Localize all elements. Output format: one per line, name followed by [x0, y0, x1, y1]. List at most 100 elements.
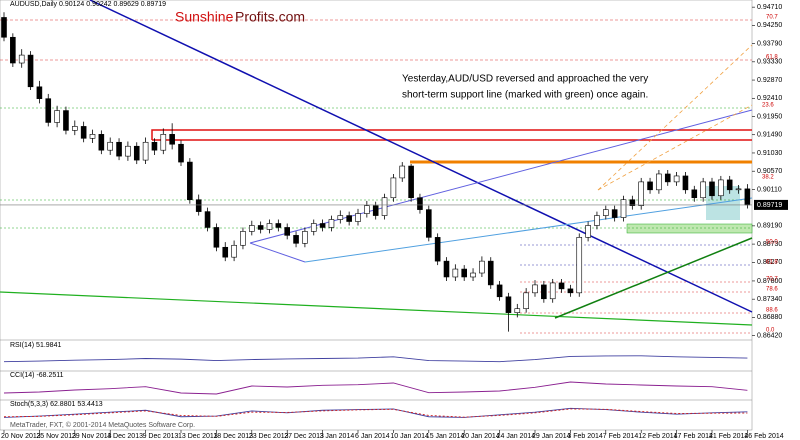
- annotation: Yesterday,AUD/USD reversed and approache…: [402, 74, 648, 85]
- candle-body: [302, 231, 308, 244]
- x-tick-label: 4 Dec 2013: [107, 433, 143, 440]
- x-tick-label: 18 Dec 2013: [213, 433, 253, 440]
- candle-body: [89, 134, 96, 139]
- y-tick-label: 0.92410: [757, 95, 782, 102]
- candle-body: [567, 288, 574, 294]
- x-tick-label: 27 Dec 2013: [284, 433, 324, 440]
- x-tick-label: 26 Feb 2014: [744, 433, 783, 440]
- candle-body: [125, 145, 131, 157]
- candle-body: [160, 134, 167, 151]
- y-tick-label: 0.91950: [757, 113, 782, 120]
- candle-body: [116, 141, 122, 157]
- candle-body: [364, 205, 370, 214]
- candle-body: [381, 197, 388, 216]
- x-tick-label: 20 Jan 2014: [461, 433, 500, 440]
- candle-body: [151, 141, 158, 151]
- y-tick-label: 0.92870: [757, 77, 782, 84]
- candle-body: [328, 219, 335, 228]
- x-tick-label: 9 Dec 2013: [143, 433, 179, 440]
- candle-body: [1, 17, 7, 38]
- candle-body: [195, 199, 202, 212]
- y-tick-label: 0.90570: [757, 168, 782, 175]
- y-tick-label: 0.87800: [757, 278, 782, 285]
- candle-body: [319, 223, 326, 228]
- x-tick-label: 3 Jan 2014: [320, 433, 355, 440]
- level-label: 38.2: [762, 175, 774, 181]
- candle-body: [532, 284, 538, 294]
- current-price-box: [754, 199, 788, 210]
- candle-body: [213, 227, 220, 248]
- candle-body: [549, 282, 556, 300]
- candle-body: [18, 54, 25, 64]
- drawings: [0, 0, 753, 401]
- candle-body: [266, 223, 273, 230]
- annotation: short-term support line (marked with gre…: [402, 90, 648, 101]
- current-price-label: 0.89719: [757, 202, 782, 209]
- candle-body: [45, 98, 52, 123]
- candle-body: [470, 272, 476, 278]
- y-tick-label: 0.94710: [757, 4, 782, 11]
- candle-body: [54, 110, 60, 123]
- level-label: 78.6: [766, 287, 778, 293]
- candle-body: [390, 177, 397, 199]
- candle-body: [611, 209, 618, 218]
- level-label: 0.0: [766, 328, 775, 334]
- level-label: 70.7: [766, 15, 778, 21]
- level-label: 70.7: [766, 277, 778, 283]
- y-tick-label: 0.88730: [757, 241, 782, 248]
- x-tick-label: 23 Dec 2013: [249, 433, 289, 440]
- footer: MetaTrader, FXT, © 2001-2014 MetaQuotes …: [10, 421, 195, 429]
- candle-body: [107, 141, 113, 151]
- level-label: 61.8: [766, 55, 778, 61]
- candle-body: [709, 181, 715, 197]
- level-label: 50.0: [766, 240, 778, 246]
- chart-title: AUDUSD,Daily 0.90124 0.90242 0.89629 0.8…: [10, 1, 166, 8]
- candle-body: [72, 126, 78, 131]
- candle-body: [735, 188, 742, 191]
- candle-body: [240, 231, 246, 246]
- level-label: 88.6: [766, 308, 778, 314]
- candle-body: [718, 179, 724, 197]
- y-tick-label: 0.94250: [757, 22, 782, 29]
- candle-body: [558, 282, 565, 290]
- watermark: Profits.com: [235, 9, 305, 25]
- candle-body: [372, 205, 379, 216]
- indicator-line: [3, 408, 748, 418]
- candle-body: [744, 188, 751, 206]
- candle-body: [691, 189, 698, 199]
- candle-body: [514, 308, 521, 313]
- x-tick-label: 29 Jan 2014: [532, 433, 571, 440]
- candle-body: [585, 225, 591, 238]
- candle-body: [664, 173, 671, 183]
- candle-body: [204, 211, 211, 228]
- panel-label: CCI(14) -68.2511: [10, 372, 64, 379]
- x-tick-label: 10 Jan 2014: [390, 433, 429, 440]
- candle-body: [434, 237, 441, 262]
- candle-body: [284, 227, 291, 236]
- y-tick-label: 0.86880: [757, 314, 782, 321]
- y-tick-label: 0.90110: [757, 186, 782, 193]
- candle-body: [682, 175, 689, 191]
- candle-body: [417, 197, 423, 210]
- candle-body: [479, 260, 485, 274]
- x-tick-label: 21 Feb 2014: [709, 433, 748, 440]
- x-tick-label: 12 Feb 2014: [638, 433, 677, 440]
- x-tick-label: 13 Dec 2013: [178, 433, 218, 440]
- candle-body: [346, 215, 352, 222]
- y-tick-label: 0.91030: [757, 150, 782, 157]
- candle-body: [505, 296, 512, 313]
- candle-body: [541, 284, 547, 300]
- candle-body: [169, 134, 175, 145]
- candle-body: [80, 126, 87, 139]
- x-tick-label: 24 Jan 2014: [497, 433, 536, 440]
- candle-body: [142, 141, 149, 161]
- candle-body: [399, 165, 406, 179]
- candle-body: [673, 175, 680, 183]
- candle-body: [10, 36, 16, 64]
- y-tick-label: 0.88270: [757, 259, 782, 266]
- candle-body: [178, 143, 184, 163]
- candle-body: [425, 209, 432, 238]
- candle-body: [594, 215, 600, 226]
- candle-body: [98, 134, 105, 151]
